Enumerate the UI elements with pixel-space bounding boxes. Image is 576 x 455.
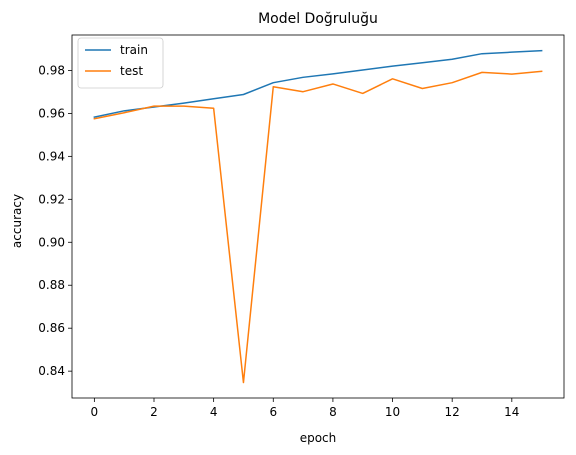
y-tick-label: 0.86: [38, 321, 65, 335]
plot-frame: [71, 34, 565, 399]
y-tick-label: 0.90: [38, 235, 65, 249]
y-tick-label: 0.92: [38, 192, 65, 206]
y-tick-label: 0.96: [38, 106, 65, 120]
x-axis-label: epoch: [300, 431, 337, 445]
x-tick-label: 6: [269, 405, 277, 419]
x-tick-label: 12: [445, 405, 460, 419]
legend-label-test: test: [120, 64, 143, 78]
y-axis-label: accuracy: [10, 194, 24, 248]
x-tick-label: 8: [329, 405, 337, 419]
series-line-train: [93, 49, 543, 118]
y-tick-label: 0.94: [38, 149, 65, 163]
x-tick-label: 4: [210, 405, 218, 419]
x-tick-label: 14: [504, 405, 519, 419]
x-axis: 0 2 4 6 8 10 12 14: [91, 398, 519, 419]
series-line-test: [93, 70, 543, 384]
plot-area: [71, 34, 565, 399]
y-tick-label: 0.98: [38, 63, 65, 77]
y-axis: 0.84 0.86 0.88 0.90 0.92 0.94 0.96 0.98: [38, 63, 72, 378]
x-tick-label: 10: [385, 405, 400, 419]
x-tick-label: 0: [91, 405, 99, 419]
legend: train test: [77, 37, 164, 89]
x-tick-label: 2: [150, 405, 158, 419]
legend-label-train: train: [120, 43, 148, 57]
y-tick-label: 0.84: [38, 364, 65, 378]
y-tick-label: 0.88: [38, 278, 65, 292]
chart-title: Model Doğruluğu: [258, 11, 378, 27]
